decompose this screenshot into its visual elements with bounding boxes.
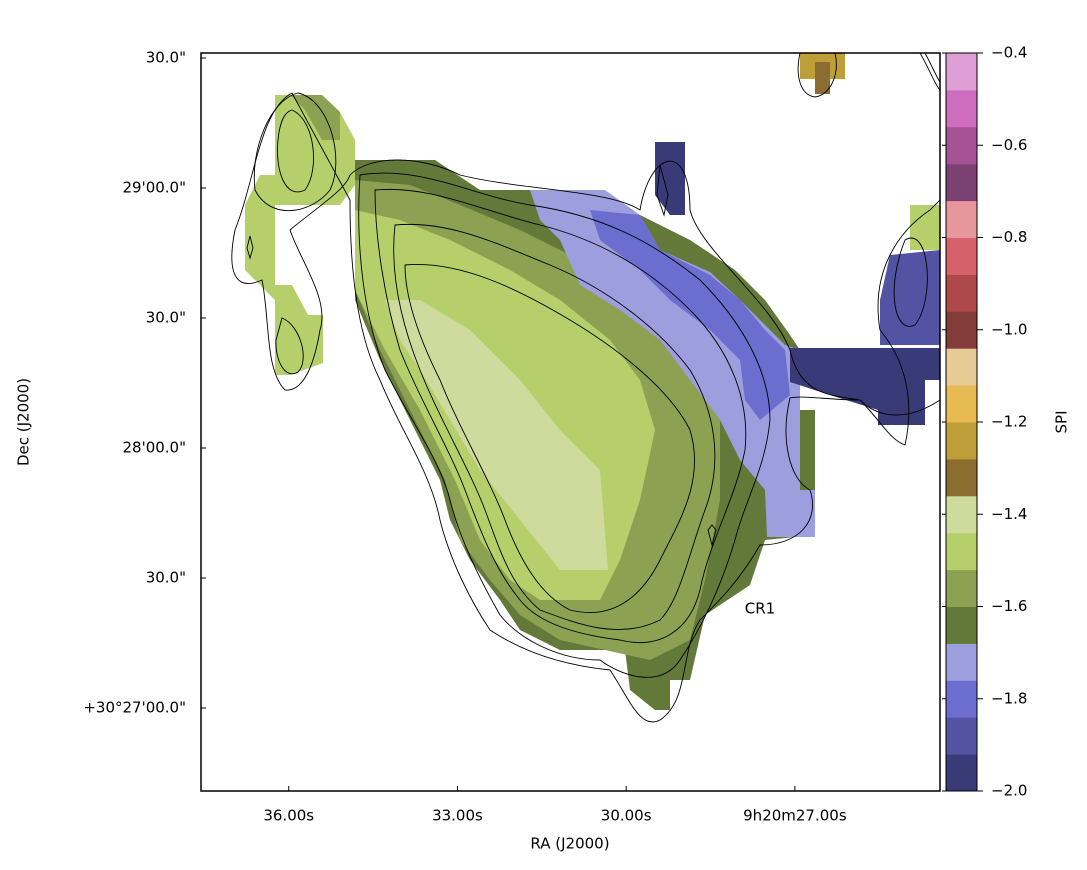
colorbar-swatch [946, 200, 977, 238]
y-tick-label: 28'00.0" [122, 439, 186, 457]
y-tick-label: 30.0" [146, 308, 186, 326]
contours [231, 53, 940, 723]
y-tick-label: 29'00.0" [122, 178, 186, 196]
colorbar-swatch [946, 237, 977, 275]
colorbar-label: SPI [1053, 411, 1071, 434]
colorbar-swatch [946, 569, 977, 607]
colorbar-tick-label: −1.0 [991, 320, 1027, 338]
y-tick-label: 30.0" [146, 569, 186, 587]
colorbar-swatch [946, 458, 977, 497]
colorbar-swatch [946, 385, 977, 423]
colorbar-tick-label: −1.2 [991, 413, 1027, 431]
x-axis-label: RA (J2000) [530, 835, 609, 853]
colorbar-swatch [946, 89, 977, 128]
colorbar-swatch [946, 532, 977, 571]
x-tick-label: 30.00s [601, 807, 652, 825]
colorbar-swatch [946, 754, 977, 792]
y-tick-label: +30°27'00.0" [83, 699, 186, 717]
colorbar-tick-label: −1.6 [991, 597, 1027, 615]
y-tick-label: 30.0" [146, 48, 186, 66]
colorbar-swatch [946, 422, 977, 460]
colorbar-tick-label: −2.0 [991, 782, 1027, 800]
colorbar-tick-label: −1.8 [991, 689, 1027, 707]
colorbar-swatch [946, 348, 977, 386]
colorbar-swatch [946, 126, 977, 165]
y-axis-label: Dec (J2000) [15, 378, 33, 466]
colorbar-swatch [946, 163, 977, 202]
colorbar-tick-label: −0.8 [991, 228, 1027, 246]
colorbar-swatch [946, 495, 977, 534]
x-tick-label: 36.00s [263, 807, 314, 825]
colorbar-tick-label: −1.4 [991, 505, 1027, 523]
colorbar-swatch [946, 606, 977, 644]
spectral-index-map [231, 53, 940, 723]
axes-frame [200, 52, 941, 792]
colorbar-swatch [946, 643, 977, 681]
colorbar-tick-label: −0.4 [991, 44, 1027, 62]
colorbar-swatch [946, 680, 977, 718]
annotation: CR1 [745, 600, 775, 618]
colorbar-swatch [946, 53, 977, 91]
colorbar-swatch [946, 311, 977, 349]
x-tick-label: 33.00s [432, 807, 483, 825]
colorbar-tick-label: −0.6 [991, 136, 1027, 154]
x-tick-label: 9h20m27.00s [743, 807, 847, 825]
colorbar-swatch [946, 274, 977, 312]
colorbar-swatch [946, 717, 977, 755]
